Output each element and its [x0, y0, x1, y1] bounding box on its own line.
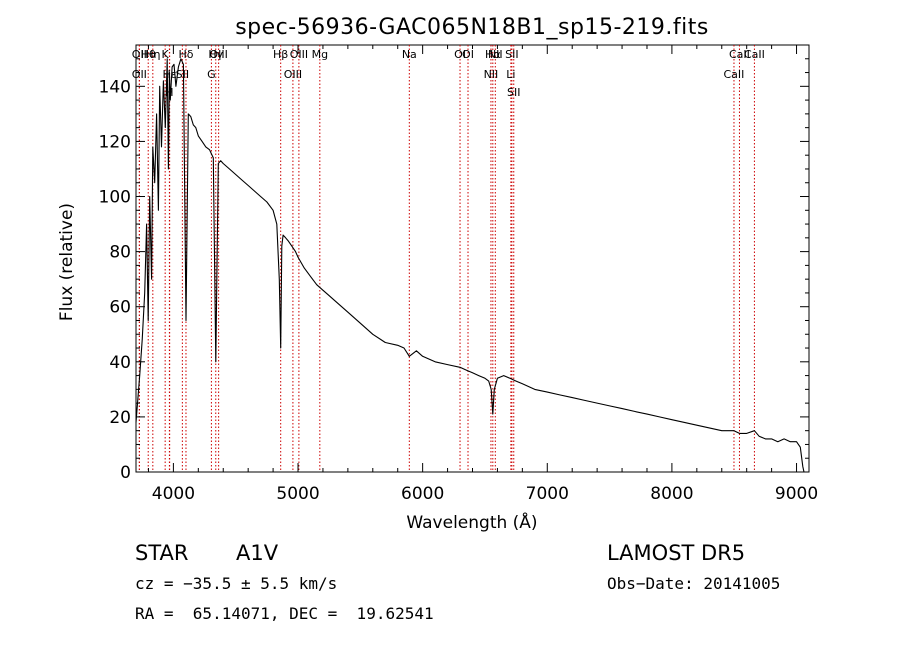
line-label: OIII [209, 48, 227, 61]
line-label: OIII [284, 68, 302, 81]
line-label: SII [507, 86, 520, 99]
line-label: OII [132, 48, 147, 61]
line-label: OI [454, 48, 466, 61]
x-tick-label: 6000 [401, 484, 444, 504]
line-label: Li [506, 68, 515, 81]
x-tick-label: 7000 [526, 484, 569, 504]
x-axis-label: Wavelength (Å) [406, 511, 537, 533]
y-axis-label: Flux (relative) [57, 203, 77, 321]
x-tick-label: 5000 [276, 484, 319, 504]
line-label: CaII [724, 68, 745, 81]
chart-title: spec-56936-GAC065N18B1_sp15-219.fits [235, 15, 709, 40]
line-label: Hθ [141, 48, 156, 61]
line-label: CaII [744, 48, 765, 61]
line-markers [138, 45, 755, 472]
line-label: Na [402, 48, 417, 61]
x-tick-label: 4000 [152, 484, 195, 504]
line-label: Hγ [208, 48, 223, 61]
y-tick-label: 60 [109, 298, 131, 318]
plot-frame [135, 44, 810, 473]
line-label: OI [462, 48, 474, 61]
line-label: Hα [485, 48, 501, 61]
object-subclass: A1V [236, 541, 279, 565]
line-label: SII [176, 68, 189, 81]
line-label: CaII [729, 48, 750, 61]
line-label: Mg [312, 48, 328, 61]
spectrum-trace [135, 58, 805, 473]
spectrum-line [135, 58, 805, 473]
y-tick-label: 100 [99, 188, 131, 208]
y-tick-label: 0 [120, 463, 131, 483]
y-tick-label: 40 [109, 353, 131, 373]
y-tick-label: 80 [109, 243, 131, 263]
redshift-readout: cz = −35.5 ± 5.5 km/s [135, 574, 338, 593]
x-tick-label: 8000 [650, 484, 693, 504]
line-label: OIII [290, 48, 308, 61]
y-tick-label: 20 [109, 408, 131, 428]
line-label: OII [132, 68, 147, 81]
line-label: K [162, 48, 170, 61]
observation-date: Obs−Date: 20141005 [607, 574, 781, 593]
line-label: NII [488, 48, 503, 61]
line-label: Hη [145, 48, 160, 61]
line-label: SII [505, 48, 518, 61]
x-axis: 4000 5000 6000 7000 8000 9000 [147, 45, 818, 504]
line-label: G [207, 68, 216, 81]
y-tick-label: 140 [99, 77, 131, 97]
line-label: NII [484, 68, 499, 81]
line-label: Hδ [178, 48, 193, 61]
object-class: STAR [135, 541, 189, 565]
coordinates: RA = 65.14071, DEC = 19.62541 [135, 604, 434, 623]
y-axis: 0 20 40 60 80 100 120 140 [99, 58, 809, 483]
line-label: Hβ [273, 48, 288, 61]
x-tick-label: 9000 [775, 484, 818, 504]
y-tick-label: 120 [99, 132, 131, 152]
survey-name: LAMOST DR5 [607, 541, 746, 565]
